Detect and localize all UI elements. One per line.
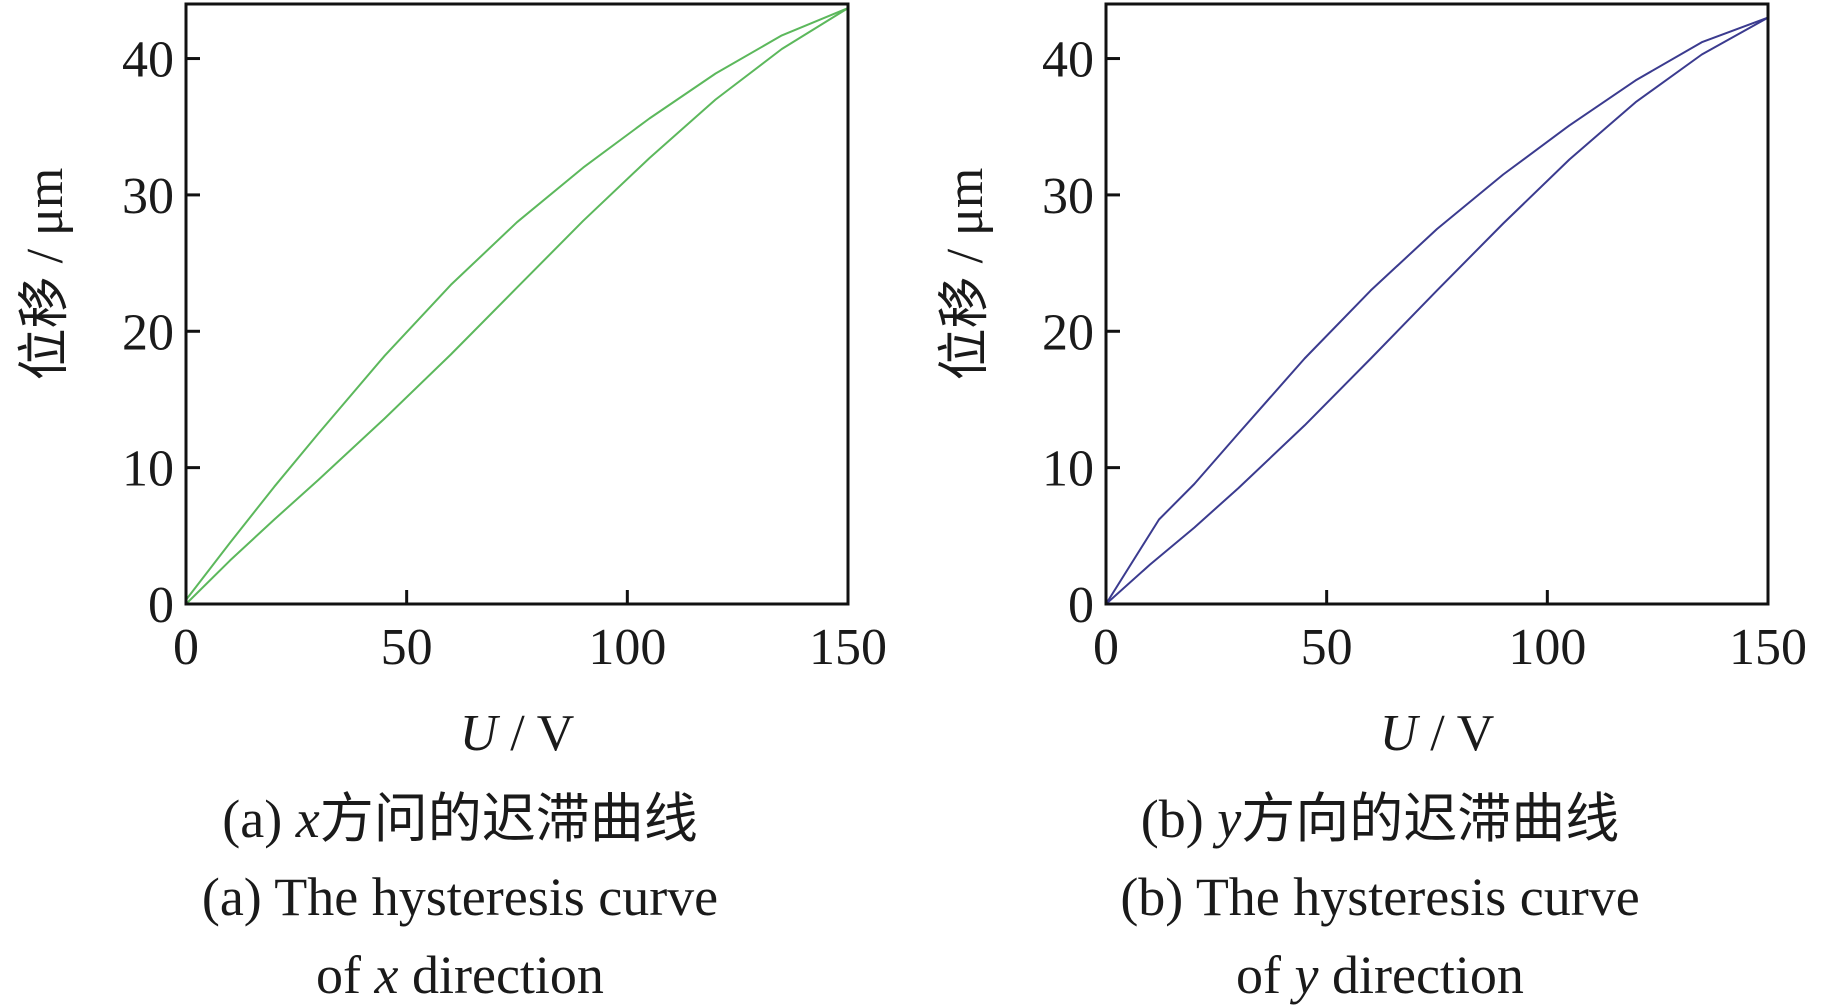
y-tick-label: 20 [1042, 304, 1094, 361]
y-tick-label: 30 [1042, 168, 1094, 225]
plot-frame [184, 2, 850, 606]
chart-panel-a: 0 50 100 150 0 10 20 30 40 U / V 位移 / μm (a) x方问的迟… [17, 2, 887, 1005]
caption-chinese-b: (b) y方向的迟滞曲线 [1140, 789, 1620, 849]
y-tick-label: 30 [122, 168, 174, 225]
x-tick-label: 100 [1508, 619, 1586, 676]
caption-english-a-line1: (a) The hysteresis curve [201, 867, 719, 927]
x-tick-label: 150 [809, 619, 887, 676]
y-axis-title: 位移 / μm [937, 168, 994, 381]
x-tick-label: 0 [173, 619, 199, 676]
y-axis-title: 位移 / μm [17, 168, 74, 381]
x-axis-title: U / V [1380, 705, 1495, 762]
y-tick-label: 40 [122, 32, 174, 89]
series-line-0 [1105, 16, 1769, 605]
y-tick-label: 0 [1068, 577, 1094, 634]
caption-english-b-line1: (b) The hysteresis curve [1120, 867, 1640, 927]
series-line-1 [185, 7, 849, 601]
plot-frame [1104, 2, 1770, 606]
x-tick-label: 150 [1729, 619, 1807, 676]
x-tick-label: 50 [1301, 619, 1353, 676]
y-tick-label: 20 [122, 304, 174, 361]
chart-a-svg: 0 50 100 150 0 10 20 30 40 U / V 位移 / μm [17, 2, 887, 762]
caption-english-a-line2: of x direction [316, 945, 604, 1005]
chart-panel-b: 0 50 100 150 0 10 20 30 40 U / V 位移 / μm (b) y方向的迟… [920, 0, 1840, 1008]
x-axis-title: U / V [460, 705, 575, 762]
y-tick-label: 0 [148, 577, 174, 634]
y-tick-label: 10 [122, 441, 174, 498]
series-line-1 [1105, 16, 1769, 605]
x-tick-label: 100 [588, 619, 666, 676]
caption-chinese-a: (a) x方问的迟滞曲线 [222, 789, 698, 849]
series-line-0 [185, 7, 849, 605]
chart-b-svg: 0 50 100 150 0 10 20 30 40 U / V 位移 / μm [937, 2, 1807, 762]
x-tick-label: 50 [381, 619, 433, 676]
y-tick-label: 10 [1042, 441, 1094, 498]
caption-english-b-line2: of y direction [1236, 945, 1524, 1005]
x-tick-label: 0 [1093, 619, 1119, 676]
y-tick-label: 40 [1042, 32, 1094, 89]
